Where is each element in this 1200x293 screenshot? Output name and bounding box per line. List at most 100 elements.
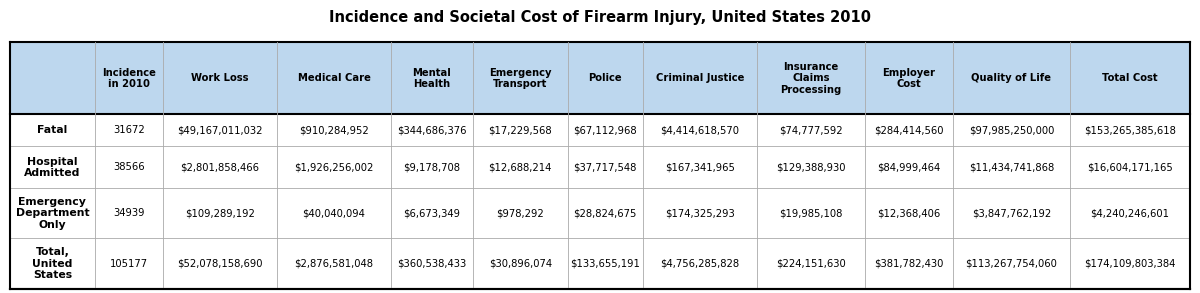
Bar (10, 239, 95, 289)
Bar (473, 239, 568, 289)
Text: $910,284,952: $910,284,952 (299, 125, 368, 135)
Bar (95, 146, 163, 188)
Text: $16,604,171,165: $16,604,171,165 (1087, 162, 1172, 172)
Text: $2,876,581,048: $2,876,581,048 (294, 258, 373, 268)
Bar (865, 114, 953, 146)
Text: $153,265,385,618: $153,265,385,618 (1084, 125, 1176, 135)
Text: Mental
Health: Mental Health (413, 68, 451, 89)
Bar (473, 42, 568, 114)
Bar (568, 239, 643, 289)
Text: $40,040,094: $40,040,094 (302, 208, 366, 218)
Bar (643, 239, 757, 289)
Text: $11,434,741,868: $11,434,741,868 (968, 162, 1054, 172)
Bar (163, 42, 277, 114)
Text: Police: Police (588, 73, 622, 83)
Bar (473, 188, 568, 239)
Text: Incidence
in 2010: Incidence in 2010 (102, 68, 156, 89)
Bar (1069, 146, 1190, 188)
Text: $30,896,074: $30,896,074 (488, 258, 552, 268)
Bar (95, 188, 163, 239)
Text: $167,341,965: $167,341,965 (665, 162, 734, 172)
Text: Total,
United
States: Total, United States (32, 247, 73, 280)
Text: $2,801,858,466: $2,801,858,466 (180, 162, 259, 172)
Bar (568, 42, 643, 114)
Bar (865, 146, 953, 188)
Bar (865, 42, 953, 114)
Bar (95, 42, 163, 114)
Bar (568, 114, 643, 146)
Text: $12,688,214: $12,688,214 (488, 162, 552, 172)
Bar (757, 114, 865, 146)
Text: Employer
Cost: Employer Cost (882, 68, 935, 89)
Bar (643, 42, 757, 114)
Text: $84,999,464: $84,999,464 (877, 162, 941, 172)
Text: $4,414,618,570: $4,414,618,570 (660, 125, 739, 135)
Bar (391, 114, 473, 146)
Text: 34939: 34939 (113, 208, 145, 218)
Bar (1069, 42, 1190, 114)
Text: $28,824,675: $28,824,675 (574, 208, 637, 218)
Bar (10, 114, 95, 146)
Bar (568, 188, 643, 239)
Bar (568, 146, 643, 188)
Text: Hospital
Admitted: Hospital Admitted (24, 157, 80, 178)
Text: $74,777,592: $74,777,592 (779, 125, 842, 135)
Text: $37,717,548: $37,717,548 (574, 162, 637, 172)
Text: Incidence and Societal Cost of Firearm Injury, United States 2010: Incidence and Societal Cost of Firearm I… (329, 10, 871, 25)
Bar (391, 42, 473, 114)
Bar (643, 188, 757, 239)
Text: $1,926,256,002: $1,926,256,002 (294, 162, 373, 172)
Bar (643, 146, 757, 188)
Bar (643, 114, 757, 146)
Bar (10, 188, 95, 239)
Bar (163, 146, 277, 188)
Text: 105177: 105177 (110, 258, 148, 268)
Bar (953, 239, 1069, 289)
Bar (757, 146, 865, 188)
Text: $360,538,433: $360,538,433 (397, 258, 467, 268)
Text: $4,240,246,601: $4,240,246,601 (1091, 208, 1170, 218)
Text: $284,414,560: $284,414,560 (874, 125, 943, 135)
Text: $67,112,968: $67,112,968 (574, 125, 637, 135)
Text: 31672: 31672 (113, 125, 145, 135)
Bar (953, 114, 1069, 146)
Bar (277, 239, 391, 289)
Bar (163, 188, 277, 239)
Text: $344,686,376: $344,686,376 (397, 125, 467, 135)
Text: 38566: 38566 (113, 162, 145, 172)
Text: Work Loss: Work Loss (191, 73, 248, 83)
Bar (473, 114, 568, 146)
Text: $6,673,349: $6,673,349 (403, 208, 461, 218)
Bar (953, 146, 1069, 188)
Text: $174,325,293: $174,325,293 (665, 208, 734, 218)
Text: $978,292: $978,292 (497, 208, 544, 218)
Bar (10, 42, 1190, 114)
Bar (391, 239, 473, 289)
Bar (473, 146, 568, 188)
Bar (95, 239, 163, 289)
Text: $133,655,191: $133,655,191 (570, 258, 640, 268)
Bar (865, 188, 953, 239)
Text: Medical Care: Medical Care (298, 73, 371, 83)
Text: $3,847,762,192: $3,847,762,192 (972, 208, 1051, 218)
Text: Fatal: Fatal (37, 125, 67, 135)
Text: $381,782,430: $381,782,430 (874, 258, 943, 268)
Text: $12,368,406: $12,368,406 (877, 208, 941, 218)
Bar (277, 114, 391, 146)
Bar (391, 146, 473, 188)
Text: Emergency
Department
Only: Emergency Department Only (16, 197, 89, 229)
Bar (1069, 114, 1190, 146)
Text: $109,289,192: $109,289,192 (185, 208, 254, 218)
Bar (757, 188, 865, 239)
Bar (757, 239, 865, 289)
Text: Total Cost: Total Cost (1103, 73, 1158, 83)
Bar (757, 42, 865, 114)
Bar (277, 146, 391, 188)
Bar (10, 146, 95, 188)
Text: $224,151,630: $224,151,630 (776, 258, 846, 268)
Text: Quality of Life: Quality of Life (971, 73, 1051, 83)
Bar (163, 239, 277, 289)
Bar (865, 239, 953, 289)
Bar (277, 42, 391, 114)
Text: $19,985,108: $19,985,108 (779, 208, 842, 218)
